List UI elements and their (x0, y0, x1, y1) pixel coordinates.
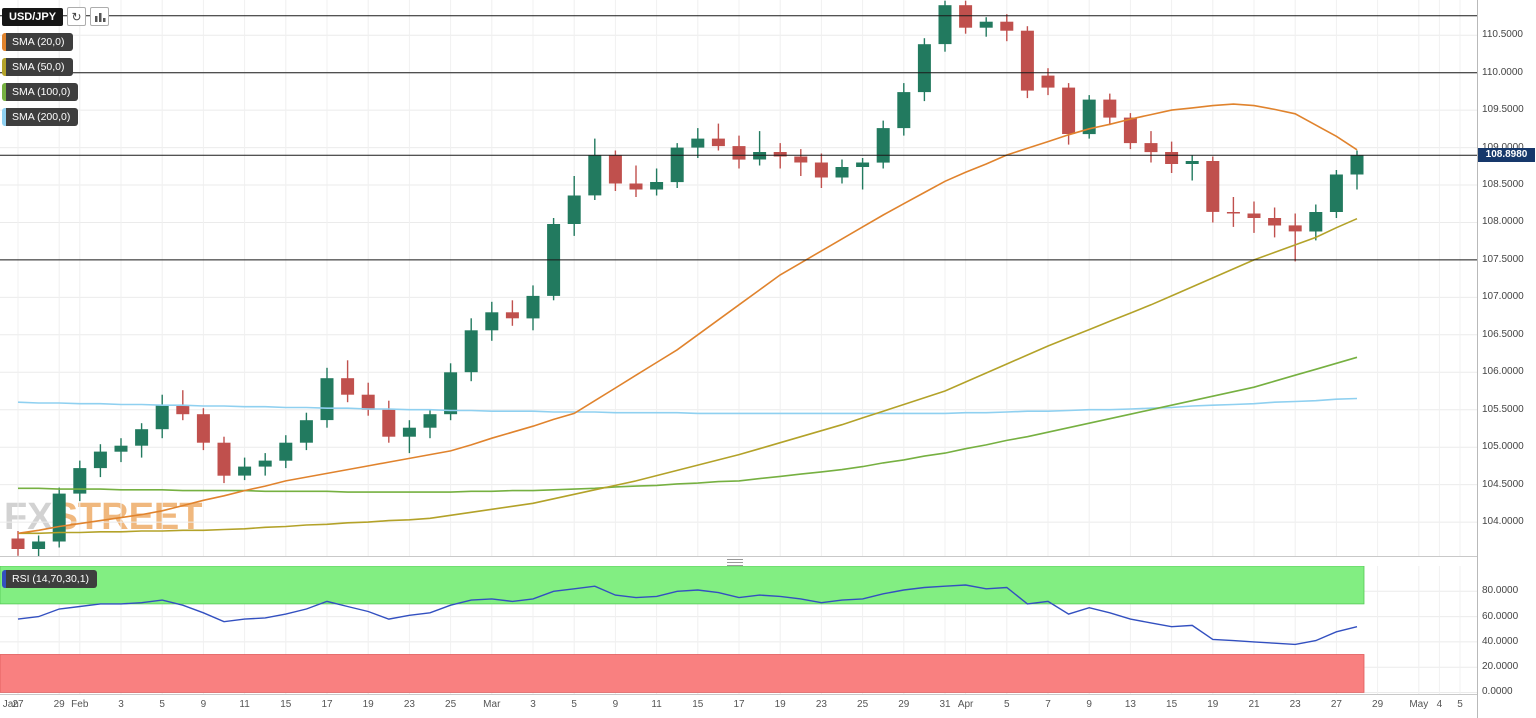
candles-series (11, 0, 1364, 556)
price-axis: 108.8980 110.5000 110.0000 109.5000 109.000… (1477, 0, 1536, 718)
current-price-badge: 108.8980 (1478, 148, 1535, 162)
time-axis-label: 27 (12, 699, 24, 710)
panel-divider (0, 557, 1477, 566)
main-chart-panel[interactable]: FXSTREET USD/JPY ↻ SMA (20,0) SMA (50,0)… (0, 0, 1477, 557)
price-axis-label: 104.0000 (1482, 516, 1524, 528)
rsi-line (17, 584, 1358, 646)
time-axis-label: 23 (815, 699, 827, 710)
time-axis-label: 25 (445, 699, 457, 710)
indicator-legend: SMA (20,0) SMA (50,0) SMA (100,0) SMA (2… (2, 33, 79, 133)
price-axis-label: 106.0000 (1482, 366, 1524, 378)
reference-lines (0, 15, 1477, 261)
legend-sma-50[interactable]: SMA (50,0) (2, 58, 73, 76)
rsi-axis-label: 0.0000 (1482, 686, 1513, 698)
price-axis-label: 108.5000 (1482, 179, 1524, 190)
time-axis-label: 17 (733, 699, 745, 710)
time-axis: Jan 27 29 Feb 3 5 9 11 15 17 19 23 25 Mar 3 5 9 11 15 17 19 2… (0, 695, 1477, 718)
time-axis-label: 15 (692, 699, 704, 710)
time-axis-label: Apr (957, 699, 974, 710)
legend-rsi[interactable]: RSI (14,70,30,1) (2, 570, 98, 588)
rsi-axis-label: 80.0000 (1482, 585, 1519, 597)
price-axis-label: 107.5000 (1482, 253, 1524, 265)
time-axis-label: 15 (1166, 699, 1178, 710)
price-axis-label: 107.0000 (1482, 291, 1524, 303)
price-axis-label: 109.0000 (1482, 142, 1524, 153)
sma20-line (17, 103, 1358, 535)
time-axis-label: 19 (774, 699, 786, 710)
time-axis-label: 29 (898, 699, 910, 710)
time-axis-label: 29 (1372, 699, 1384, 710)
price-axis-label: 106.5000 (1482, 328, 1524, 340)
time-axis-label: 9 (1086, 699, 1092, 710)
time-axis-label: 9 (612, 699, 619, 710)
indicator-settings-button[interactable] (90, 7, 110, 26)
time-axis-label: 23 (403, 699, 415, 710)
time-axis-label: 21 (1248, 699, 1260, 710)
oversold-band (0, 654, 1365, 693)
price-axis-label: 108.0000 (1482, 216, 1524, 228)
time-axis-label: May (1409, 699, 1429, 710)
time-axis-label: 3 (530, 699, 536, 710)
price-axis-label: 104.5000 (1482, 478, 1524, 490)
time-axis-label: Jan (2, 699, 19, 710)
time-axis-label: 29 (53, 699, 65, 710)
time-axis-label: 31 (939, 699, 951, 710)
time-axis-label: 11 (239, 699, 250, 710)
legend-sma-100[interactable]: SMA (100,0) (2, 83, 79, 101)
candlestick-chart[interactable] (0, 0, 1477, 556)
price-axis-label: 105.0000 (1482, 441, 1524, 453)
time-axis-label: 17 (321, 699, 333, 710)
time-axis-label: 5 (571, 699, 577, 710)
time-axis-label: 3 (118, 699, 124, 710)
rsi-chart[interactable] (0, 566, 1477, 694)
price-axis-label: 109.5000 (1482, 104, 1524, 116)
time-axis-label: 25 (857, 699, 869, 710)
overbought-band (0, 566, 1365, 605)
time-axis-label: 11 (651, 699, 662, 710)
refresh-button[interactable]: ↻ (67, 7, 87, 26)
time-axis-label: 19 (1207, 699, 1219, 710)
time-axis-label: Feb (71, 699, 89, 710)
time-axis-label: 27 (1330, 699, 1342, 710)
price-axis-label: 110.0000 (1482, 66, 1523, 78)
price-axis-label: 110.5000 (1482, 29, 1523, 41)
legend-sma-20[interactable]: SMA (20,0) (2, 33, 73, 51)
time-axis-label: Mar (483, 699, 501, 710)
time-axis-label: 5 (1457, 699, 1463, 710)
time-axis-label: 15 (280, 699, 292, 710)
panel-resize-handle[interactable] (727, 559, 743, 568)
time-axis-label: 23 (1289, 699, 1301, 710)
time-axis-label: 5 (159, 699, 165, 710)
refresh-icon: ↻ (71, 9, 82, 24)
time-axis-label: 4 (1436, 699, 1443, 710)
sma200-line (17, 397, 1358, 415)
symbol-label[interactable]: USD/JPY (2, 7, 64, 26)
sma50-line (18, 217, 1358, 535)
legend-sma-200[interactable]: SMA (200,0) (2, 108, 79, 126)
price-axis-label: 105.5000 (1482, 403, 1524, 415)
rsi-axis-label: 60.0000 (1482, 610, 1519, 622)
time-axis-label: 19 (362, 699, 374, 710)
rsi-axis-label: 20.0000 (1482, 661, 1519, 673)
time-axis-label: 7 (1045, 699, 1051, 710)
time-axis-label: 9 (200, 699, 207, 710)
indicator-icon (94, 12, 106, 22)
time-axis-label: 5 (1004, 699, 1010, 710)
rsi-panel[interactable]: RSI (14,70,30,1) (0, 566, 1477, 695)
time-axis-label: 13 (1124, 699, 1136, 710)
sma100-line (18, 356, 1358, 493)
rsi-axis-label: 40.0000 (1482, 635, 1519, 647)
chart-toolbar: USD/JPY ↻ (2, 7, 110, 26)
